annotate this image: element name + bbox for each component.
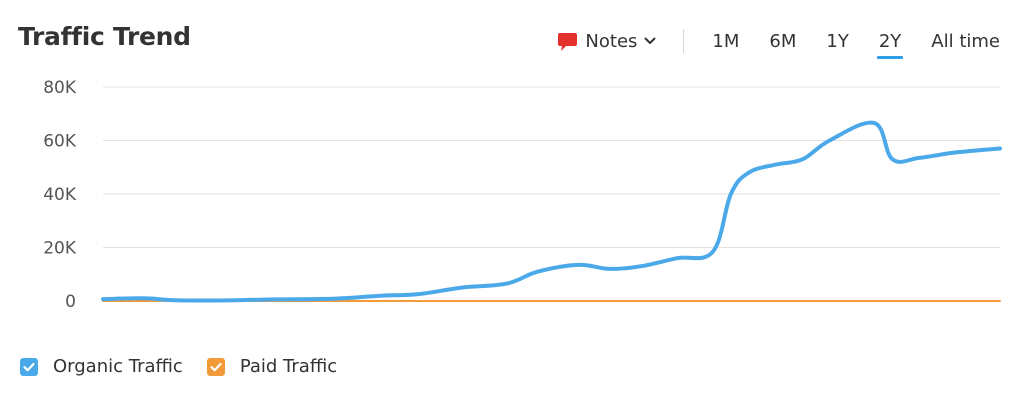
notes-label: Notes [585, 30, 638, 52]
range-tab-all-time[interactable]: All time [931, 30, 1000, 52]
chevron-down-icon [644, 37, 656, 44]
legend-label-organic-traffic: Organic Traffic [53, 356, 183, 377]
y-tick-label: 60K [43, 132, 77, 152]
range-tab-1m[interactable]: 1M [712, 30, 740, 52]
notes-dropdown[interactable]: Notes [557, 31, 656, 52]
chart-toolbar: Notes 1M 6M 1Y 2Y All time [557, 28, 1000, 59]
y-tick-label: 20K [43, 239, 77, 259]
traffic-trend-chart: 0 20K 40K 60K 80K [43, 78, 1002, 312]
chart-legend: Organic Traffic Paid Traffic [20, 356, 361, 377]
y-tick-label: 40K [43, 185, 77, 205]
legend-item-organic-traffic[interactable]: Organic Traffic [20, 356, 183, 377]
checkbox-checked-icon [206, 357, 225, 376]
toolbar-divider [683, 29, 685, 53]
range-tab-2y[interactable]: 2Y [876, 30, 904, 59]
range-tab-6m[interactable]: 6M [769, 30, 797, 52]
legend-item-paid-traffic[interactable]: Paid Traffic [206, 356, 338, 377]
speech-bubble-icon [558, 32, 578, 51]
y-tick-label: 0 [65, 292, 76, 312]
range-tab-1y[interactable]: 1Y [826, 30, 849, 52]
range-tabs: 1M 6M 1Y 2Y All time [712, 30, 1000, 59]
y-tick-label: 80K [43, 78, 77, 98]
organic-traffic-line [101, 120, 1002, 303]
checkbox-checked-icon [20, 357, 38, 376]
page-title: Traffic Trend [18, 22, 191, 51]
legend-label-paid-traffic: Paid Traffic [239, 356, 338, 377]
